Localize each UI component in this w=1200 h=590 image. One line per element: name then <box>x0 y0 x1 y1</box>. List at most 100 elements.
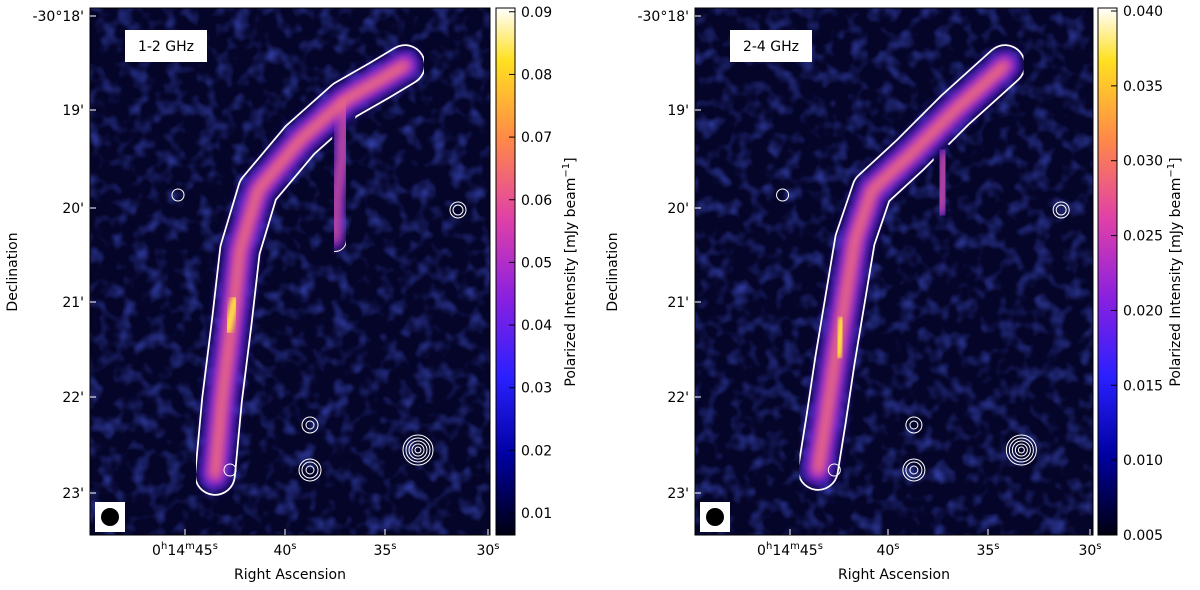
source-contour <box>909 465 919 475</box>
source-contour <box>909 420 919 430</box>
image <box>776 44 1070 491</box>
x-tick-part: 14 <box>167 543 185 559</box>
panel-label: 1-2 GHz <box>138 39 194 55</box>
contour <box>200 50 420 490</box>
x-tick-part: s <box>818 541 823 552</box>
label-box <box>730 30 812 62</box>
x-tick-part: m <box>185 541 195 552</box>
colorbar-tick-label: 0.07 <box>521 130 552 146</box>
source-contour <box>301 416 319 434</box>
colorbar-tick-label: 0.005 <box>1123 528 1163 544</box>
x-tick-part: s <box>391 541 396 552</box>
colorbar-tick-label: 0.020 <box>1123 303 1163 319</box>
source-contour <box>1011 440 1031 460</box>
colorbar-label-part: −1 <box>1166 163 1177 178</box>
x-tick-label: 0h14m45s <box>152 541 218 559</box>
panel: 2-4 GHz-30°18'19'20'21'22'23'0h14m45s 40s… <box>605 4 1184 583</box>
x-tick-part: 45 <box>800 543 818 559</box>
x-tick-label: 0h14m45s <box>757 541 823 559</box>
y-tick-label: 21' <box>667 295 689 311</box>
source-contour <box>411 443 425 457</box>
x-tick-label: 30s <box>476 541 499 559</box>
source-contour <box>1008 437 1034 463</box>
y-axis-label: Declination <box>605 232 621 311</box>
colorbar-tick-label: 0.015 <box>1123 378 1163 394</box>
source-contour <box>1005 434 1037 466</box>
source-contour <box>776 188 790 202</box>
x-tick-part: 35 <box>373 543 391 559</box>
image <box>171 44 467 496</box>
x-tick-label: 40s <box>273 541 296 559</box>
x-tick-part: s <box>494 541 499 552</box>
source-contour <box>305 465 315 475</box>
x-tick-part: 0 <box>757 543 766 559</box>
y-tick-label: 19' <box>667 103 689 119</box>
colorbar-tick-label: 0.02 <box>521 443 552 459</box>
frame <box>694 7 1094 536</box>
source-contour <box>827 463 841 477</box>
source-contour <box>405 437 431 463</box>
colorbar-label-part: ] <box>563 157 579 162</box>
colorbar-label-part: −1 <box>561 163 572 178</box>
colorbar-label-part: Polarized Intensity [mJy beam <box>1168 178 1184 387</box>
colorbar-label-part: ] <box>1168 157 1184 162</box>
y-tick-label: 19' <box>62 103 84 119</box>
x-tick-part: 35 <box>976 543 994 559</box>
source-contour <box>301 461 319 479</box>
colorbar-tick-label: 0.040 <box>1123 4 1163 20</box>
x-tick-part: s <box>213 541 218 552</box>
colorbar-tick-label: 0.08 <box>521 67 552 83</box>
source-contour <box>171 188 185 202</box>
colorbar-label: Polarized Intensity [mJy beam−1] <box>561 157 579 386</box>
y-tick-label: 22' <box>62 390 84 406</box>
contours <box>194 44 426 496</box>
x-tick-part: 14 <box>772 543 790 559</box>
contour <box>803 50 1020 485</box>
beam <box>101 508 119 526</box>
source-contour <box>298 458 322 482</box>
x-tick-part: h <box>766 541 772 552</box>
colorbar <box>495 7 516 536</box>
colorbar-label-part: Polarized Intensity [mJy beam <box>563 178 579 387</box>
panel: 1-2 GHz -30°18' 19' 20' 21' 22' 23' 0h14m45s 40s… <box>5 5 579 583</box>
colorbar-tick-label: 0.03 <box>521 381 552 397</box>
x-tick-label: 40s <box>876 541 899 559</box>
x-tick-part: 30 <box>476 543 494 559</box>
x-tick-part: s <box>291 541 296 552</box>
source-contour <box>408 440 428 460</box>
y-tick-label: 22' <box>667 390 689 406</box>
source-contour <box>452 204 464 216</box>
x-tick-part: s <box>994 541 999 552</box>
x-tick-part: 40 <box>876 543 894 559</box>
y-tick-label: 21' <box>62 295 84 311</box>
source-contour <box>902 458 926 482</box>
source-contour <box>449 201 467 219</box>
colorbar-label: Polarized Intensity [mJy beam−1] <box>1166 157 1184 386</box>
x-tick-part: s <box>1096 541 1101 552</box>
x-tick-part: 45 <box>195 543 213 559</box>
y-tick-label: 23' <box>62 486 84 502</box>
x-axis-label: Right Ascension <box>234 567 346 583</box>
x-tick-part: 0 <box>152 543 161 559</box>
colorbar-tick-label: 0.04 <box>521 318 552 334</box>
x-tick-part: s <box>894 541 899 552</box>
image-noise <box>90 8 490 535</box>
source-contour <box>1055 204 1067 216</box>
x-axis-label: Right Ascension <box>838 567 950 583</box>
x-tick-label: 35s <box>373 541 396 559</box>
x-tick-label: 30s <box>1078 541 1101 559</box>
source-contour <box>223 463 237 477</box>
x-tick-part: m <box>790 541 800 552</box>
colorbar-tick-label: 0.010 <box>1123 453 1163 469</box>
y-tick-label: 23' <box>667 486 689 502</box>
y-tick-label: -30°18' <box>637 9 689 25</box>
source-contour <box>1014 443 1028 457</box>
y-tick-label: 20' <box>667 201 689 217</box>
contours <box>797 44 1026 491</box>
colorbar-tick-label: 0.035 <box>1123 79 1163 95</box>
y-tick-label: -30°18' <box>32 9 84 25</box>
y-tick-label: 20' <box>62 201 84 217</box>
source-contour <box>402 434 434 466</box>
colorbar-tick-label: 0.09 <box>521 5 552 21</box>
